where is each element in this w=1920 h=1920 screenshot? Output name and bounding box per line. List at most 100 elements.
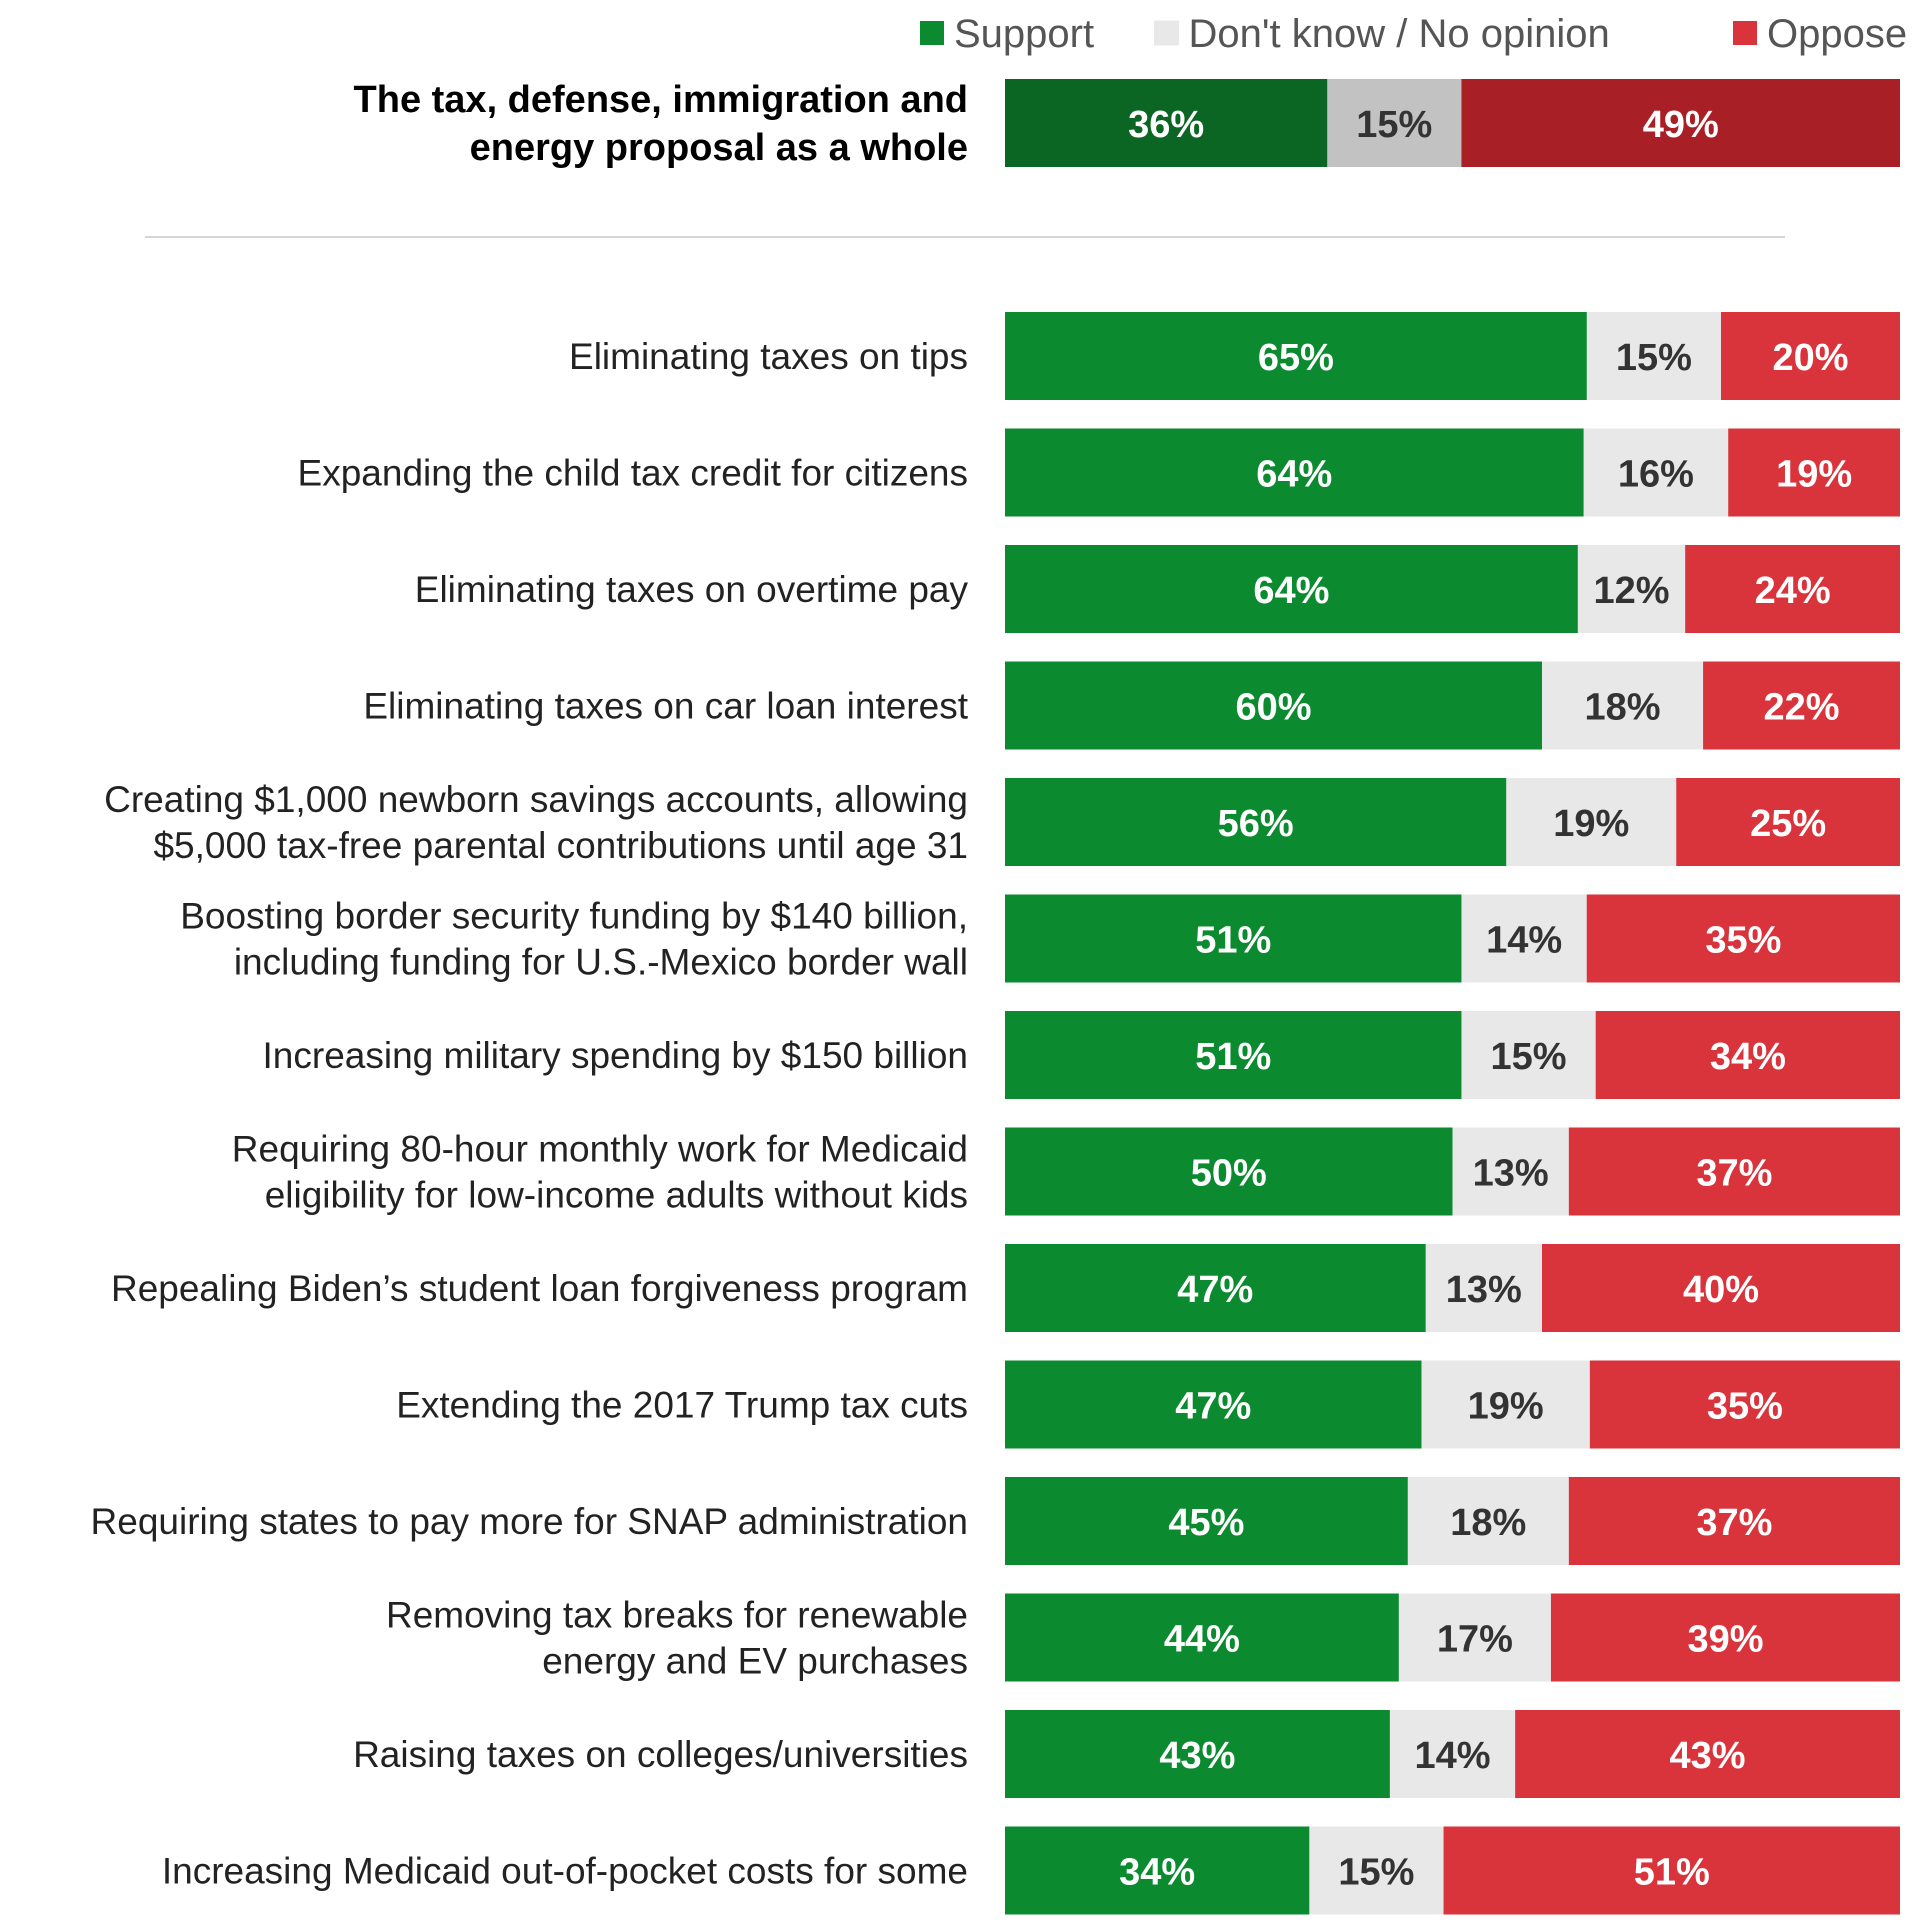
bar-segment-oppose bbox=[1676, 778, 1900, 866]
category-label: energy proposal as a whole bbox=[470, 127, 968, 169]
data-label-support: 51% bbox=[1195, 920, 1271, 962]
bar-segment-dont-know bbox=[1586, 312, 1722, 400]
category-label: Eliminating taxes on overtime pay bbox=[415, 569, 969, 610]
data-label-dont-know: 16% bbox=[1618, 454, 1694, 496]
summary-bar-row: The tax, defense, immigration and energy … bbox=[354, 79, 1900, 169]
category-row: Raising taxes on colleges/universities 43… bbox=[353, 1710, 1900, 1798]
data-label-oppose: 37% bbox=[1696, 1502, 1772, 1544]
category-row: Requiring 80-hour monthly work for Medic… bbox=[232, 1127, 1900, 1216]
bar-segment-dont-know bbox=[1452, 1127, 1570, 1216]
bar-segment-dont-know bbox=[1461, 894, 1588, 983]
data-label-dont-know: 18% bbox=[1450, 1502, 1526, 1544]
category-label: Creating $1,000 newborn savings accounts… bbox=[104, 779, 968, 820]
category-label: Expanding the child tax credit for citiz… bbox=[298, 453, 968, 494]
data-label-dont-know: 18% bbox=[1585, 687, 1661, 729]
bar-segment-oppose bbox=[1685, 545, 1900, 633]
category-row: Eliminating taxes on tips 65% 15% 20% bbox=[569, 312, 1900, 400]
bar-segment-oppose bbox=[1550, 1593, 1900, 1682]
legend-item-oppose: Oppose bbox=[1733, 12, 1907, 56]
legend-item-dont-know: Don't know / No opinion bbox=[1154, 12, 1610, 56]
bar-segment-oppose bbox=[1568, 1477, 1900, 1565]
data-label-oppose: 51% bbox=[1634, 1852, 1710, 1894]
category-row: Repealing Biden’s student loan forgivene… bbox=[111, 1244, 1900, 1332]
bar-segment-support bbox=[1005, 1244, 1427, 1332]
bar-segment-dont-know bbox=[1421, 1360, 1591, 1449]
category-label: Removing tax breaks for renewable bbox=[386, 1595, 968, 1636]
category-label: Repealing Biden’s student loan forgivene… bbox=[111, 1268, 968, 1309]
data-label-oppose: 34% bbox=[1710, 1036, 1786, 1078]
category-label: The tax, defense, immigration and bbox=[354, 79, 968, 121]
legend-label-dont-know: Don't know / No opinion bbox=[1189, 12, 1610, 56]
data-label-support: 44% bbox=[1164, 1619, 1240, 1661]
data-label-dont-know: 15% bbox=[1338, 1852, 1414, 1894]
bar-segment-oppose bbox=[1595, 1011, 1900, 1099]
summary-row: The tax, defense, immigration and energy … bbox=[354, 79, 1900, 169]
bar-segment-dont-know bbox=[1398, 1593, 1552, 1682]
bar-segment-dont-know bbox=[1327, 79, 1462, 167]
category-row: Boosting border security funding by $140… bbox=[180, 894, 1900, 983]
bar-segment-support bbox=[1005, 1593, 1400, 1682]
data-label-dont-know: 19% bbox=[1468, 1386, 1544, 1428]
category-label: Increasing military spending by $150 bil… bbox=[263, 1035, 968, 1076]
category-row: Increasing Medicaid out-of-pocket costs … bbox=[162, 1826, 1900, 1915]
legend: Support Don't know / No opinion Oppose bbox=[920, 12, 1907, 56]
bar-segment-dont-know bbox=[1542, 661, 1704, 750]
data-label-dont-know: 13% bbox=[1473, 1153, 1549, 1195]
data-label-support: 47% bbox=[1177, 1269, 1253, 1311]
data-label-dont-know: 14% bbox=[1414, 1735, 1490, 1777]
data-label-dont-know: 14% bbox=[1486, 920, 1562, 962]
bar-segment-support bbox=[1005, 428, 1585, 517]
bar-segment-support bbox=[1005, 312, 1588, 400]
category-row: Eliminating taxes on overtime pay 64% 12% 2… bbox=[415, 545, 1900, 633]
data-label-support: 64% bbox=[1256, 454, 1332, 496]
bar-segment-support bbox=[1005, 1127, 1453, 1216]
data-label-oppose: 40% bbox=[1683, 1269, 1759, 1311]
data-label-support: 47% bbox=[1175, 1386, 1251, 1428]
data-label-dont-know: 15% bbox=[1356, 104, 1432, 146]
category-label: Increasing Medicaid out-of-pocket costs … bbox=[162, 1851, 968, 1892]
bar-segment-support bbox=[1005, 661, 1543, 750]
category-rows: Eliminating taxes on tips 65% 15% 20% Expand… bbox=[91, 312, 1900, 1915]
data-label-dont-know: 15% bbox=[1491, 1036, 1567, 1078]
bar-segment-support bbox=[1005, 1710, 1391, 1798]
bar-segment-support bbox=[1005, 79, 1328, 167]
category-label: energy and EV purchases bbox=[542, 1641, 968, 1682]
data-label-dont-know: 15% bbox=[1616, 337, 1692, 379]
bar-segment-oppose bbox=[1461, 79, 1900, 167]
data-label-oppose: 49% bbox=[1643, 104, 1719, 146]
legend-swatch-support bbox=[920, 21, 944, 45]
legend-label-oppose: Oppose bbox=[1767, 12, 1907, 56]
data-label-support: 56% bbox=[1218, 803, 1294, 845]
data-label-support: 51% bbox=[1195, 1036, 1271, 1078]
category-label: Requiring 80-hour monthly work for Medic… bbox=[232, 1129, 968, 1170]
legend-swatch-dont-know bbox=[1154, 20, 1179, 46]
data-label-oppose: 20% bbox=[1772, 337, 1848, 379]
category-row: Requiring states to pay more for SNAP ad… bbox=[91, 1477, 1900, 1565]
category-row: Increasing military spending by $150 bil… bbox=[263, 1011, 1900, 1099]
data-label-oppose: 43% bbox=[1670, 1735, 1746, 1777]
bar-segment-oppose bbox=[1586, 894, 1900, 983]
data-label-support: 45% bbox=[1168, 1502, 1244, 1544]
category-label: Extending the 2017 Trump tax cuts bbox=[396, 1385, 968, 1426]
data-label-support: 43% bbox=[1159, 1735, 1235, 1777]
category-row: Expanding the child tax credit for citiz… bbox=[298, 428, 1900, 517]
data-label-oppose: 37% bbox=[1696, 1153, 1772, 1195]
bar-segment-oppose bbox=[1542, 1244, 1900, 1332]
bar-segment-oppose bbox=[1703, 661, 1900, 750]
data-label-oppose: 35% bbox=[1707, 1386, 1783, 1428]
category-label: including funding for U.S.-Mexico border… bbox=[234, 942, 968, 983]
bar-segment-support bbox=[1005, 1360, 1422, 1449]
bar-segment-dont-know bbox=[1506, 778, 1677, 866]
category-label: Boosting border security funding by $140… bbox=[180, 896, 968, 937]
legend-item-support: Support bbox=[920, 12, 1094, 56]
category-row: Removing tax breaks for renewable energy … bbox=[386, 1593, 1900, 1682]
category-label: Eliminating taxes on tips bbox=[569, 336, 968, 377]
bar-segment-support bbox=[1005, 1011, 1462, 1099]
bar-segment-support bbox=[1005, 1826, 1310, 1915]
bar-segment-dont-know bbox=[1583, 428, 1729, 517]
bar-segment-dont-know bbox=[1425, 1244, 1543, 1332]
data-label-support: 64% bbox=[1253, 570, 1329, 612]
data-label-support: 36% bbox=[1128, 104, 1204, 146]
bar-segment-oppose bbox=[1568, 1127, 1900, 1216]
data-label-support: 65% bbox=[1258, 337, 1334, 379]
